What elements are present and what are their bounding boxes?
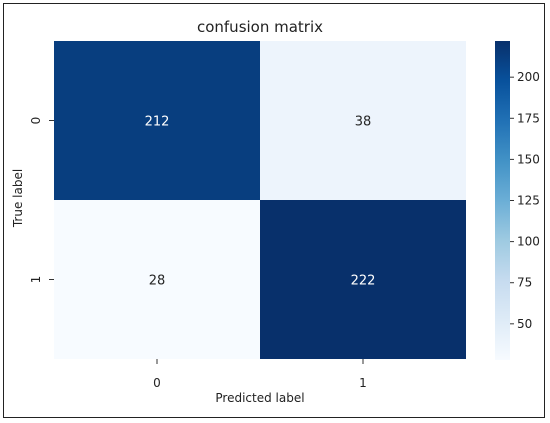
colorbar-tick-label: 75 <box>517 276 532 290</box>
cell-value-label: 38 <box>355 115 372 130</box>
heatmap-cell-1-0 <box>54 200 260 359</box>
colorbar-tick-label: 50 <box>517 317 532 331</box>
colorbar <box>495 41 510 360</box>
colorbar-tick-label: 150 <box>517 152 540 166</box>
cell-value-label: 28 <box>149 274 166 289</box>
x-tick-label: 0 <box>153 376 161 390</box>
y-tick-label: 1 <box>29 276 43 284</box>
y-tick-label: 0 <box>29 117 43 125</box>
chart-title: confusion matrix <box>197 18 323 36</box>
y-tick-labels: 01 <box>29 117 54 284</box>
y-axis-label: True label <box>11 169 25 228</box>
x-tick-label: 1 <box>359 376 367 390</box>
x-axis-label: Predicted label <box>215 391 304 405</box>
heatmap-cell-1-1 <box>260 200 466 359</box>
colorbar-tick-label: 125 <box>517 194 540 208</box>
colorbar-tick-label: 100 <box>517 235 540 249</box>
colorbar-tick-label: 200 <box>517 70 540 84</box>
cell-value-label: 222 <box>351 274 376 289</box>
heatmap-cells: 212 38 28 222 <box>54 41 466 359</box>
heatmap-cell-0-0 <box>54 41 260 200</box>
colorbar-tick-label: 175 <box>517 111 540 125</box>
cell-value-label: 212 <box>145 115 170 130</box>
colorbar-ticks: 50 75 100 125 150 175 200 <box>510 70 540 331</box>
heatmap-cell-0-1 <box>260 41 466 200</box>
